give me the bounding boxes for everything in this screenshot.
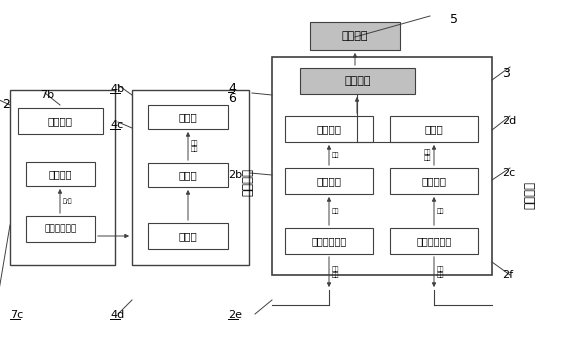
Text: 转动机构: 转动机构 <box>523 181 537 209</box>
Bar <box>285 116 373 142</box>
Text: 接收机构: 接收机构 <box>342 31 368 41</box>
Text: 第三电动舵机: 第三电动舵机 <box>44 225 77 234</box>
Text: 4d: 4d <box>110 310 124 320</box>
Text: 转动: 转动 <box>332 152 340 158</box>
Text: 2d: 2d <box>502 116 516 126</box>
Bar <box>285 228 373 254</box>
Text: 控制器: 控制器 <box>179 231 197 241</box>
Bar <box>26 216 95 242</box>
Text: 4: 4 <box>228 82 236 95</box>
Bar <box>148 163 228 187</box>
Text: 扫描器: 扫描器 <box>179 112 197 122</box>
Bar <box>148 105 228 129</box>
Bar <box>132 90 249 265</box>
Text: 第二转轴: 第二转轴 <box>422 176 447 186</box>
Text: 3: 3 <box>502 67 510 80</box>
Text: 转动: 转动 <box>332 208 340 214</box>
Text: 2c: 2c <box>502 168 516 178</box>
Bar <box>390 168 478 194</box>
Bar <box>390 116 478 142</box>
Bar <box>26 162 95 186</box>
Bar <box>148 223 228 249</box>
Text: 7b: 7b <box>40 90 54 100</box>
Bar <box>390 228 478 254</box>
Text: 5: 5 <box>450 13 458 26</box>
Text: 开/间: 开/间 <box>63 198 73 204</box>
Bar <box>310 22 400 50</box>
Text: 7c: 7c <box>10 310 23 320</box>
Text: 2e: 2e <box>228 310 242 320</box>
Text: 传送机构: 传送机构 <box>48 116 73 126</box>
Text: 转动
信号: 转动 信号 <box>332 266 340 278</box>
Text: 4b: 4b <box>110 84 124 94</box>
Text: 分类平台: 分类平台 <box>344 76 371 86</box>
Text: 倾斜
下压: 倾斜 下压 <box>423 149 431 161</box>
Text: 扫描机构: 扫描机构 <box>241 168 254 196</box>
Text: 第一转轴: 第一转轴 <box>316 176 341 186</box>
Text: 第二电动舵机: 第二电动舵机 <box>417 236 452 246</box>
Text: 第一电动舵机: 第一电动舵机 <box>311 236 347 246</box>
Text: 转动: 转动 <box>437 208 444 214</box>
Text: 支撑杆: 支撑杆 <box>424 124 443 134</box>
Bar <box>18 108 103 134</box>
Text: 2f: 2f <box>502 270 513 280</box>
Bar <box>10 90 115 265</box>
Text: 2b: 2b <box>228 170 242 180</box>
Text: 扫描
信息: 扫描 信息 <box>191 140 199 152</box>
Text: 4c: 4c <box>110 120 123 130</box>
Bar <box>272 57 492 275</box>
Text: 2: 2 <box>2 98 10 111</box>
Text: 覆带挡板: 覆带挡板 <box>49 169 72 179</box>
Text: 转动平台: 转动平台 <box>316 124 341 134</box>
Text: 6: 6 <box>228 92 236 105</box>
Text: 处理器: 处理器 <box>179 170 197 180</box>
Bar <box>285 168 373 194</box>
Text: 转动
信号: 转动 信号 <box>437 266 444 278</box>
Bar <box>300 68 415 94</box>
